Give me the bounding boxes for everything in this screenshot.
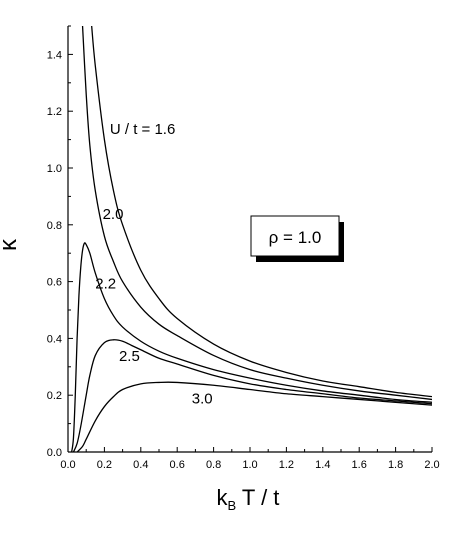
series-line-2 — [70, 242, 432, 452]
y-tick-label: 0.8 — [47, 220, 62, 232]
x-tick-label: 1.2 — [279, 459, 294, 471]
series-line-1 — [81, 26, 432, 401]
axes: 0.0 0.2 0.4 0.6 0.8 1.0 1.2 1.4 1.6 1.8 2.0 0.0 0.2 0… — [47, 25, 440, 471]
y-tick-label: 1.4 — [47, 49, 62, 61]
curve-label-3: 2.5 — [119, 348, 140, 365]
curve-label-0: U / t = 1.6 — [110, 121, 175, 138]
legend-label: ρ = 1.0 — [269, 228, 322, 247]
x-tick-label: 2.0 — [424, 459, 439, 471]
y-axis-title: κ — [0, 238, 22, 251]
x-tick-label: 0.2 — [97, 459, 112, 471]
y-tick-label: 1.2 — [47, 106, 62, 118]
curve-label-2: 2.2 — [95, 276, 116, 293]
x-axis-title: kB T / t — [217, 485, 280, 513]
x-tick-label: 1.8 — [388, 459, 403, 471]
series-line-4 — [76, 381, 432, 452]
y-tick-label: 0.0 — [47, 447, 62, 459]
x-axis-title-rest: T / t — [236, 485, 279, 510]
x-tick-label: 1.0 — [242, 459, 257, 471]
x-tick-label: 0.8 — [206, 459, 221, 471]
curve-label-4: 3.0 — [192, 391, 213, 408]
y-tick-label: 0.2 — [47, 390, 62, 402]
x-axis-title-main: k — [217, 485, 229, 510]
x-tick-label: 1.4 — [315, 459, 330, 471]
series-line-3 — [72, 339, 432, 452]
x-tick-label: 0.0 — [60, 459, 75, 471]
x-tick-label: 0.6 — [170, 459, 185, 471]
y-tick-label: 1.0 — [47, 163, 62, 175]
legend-box: ρ = 1.0 — [250, 215, 344, 262]
legend-frame — [250, 215, 340, 257]
x-tick-label: 1.6 — [352, 459, 367, 471]
y-tick-label: 0.6 — [47, 277, 62, 289]
x-axis-title-sub: B — [228, 498, 237, 513]
y-tick-label: 0.4 — [47, 333, 62, 345]
curve-labels: U / t = 1.6 2.0 2.2 2.5 3.0 — [95, 121, 212, 408]
curves — [70, 26, 432, 452]
series-line-0 — [91, 26, 432, 398]
x-tick-label: 0.4 — [133, 459, 148, 471]
curve-label-1: 2.0 — [103, 206, 124, 223]
